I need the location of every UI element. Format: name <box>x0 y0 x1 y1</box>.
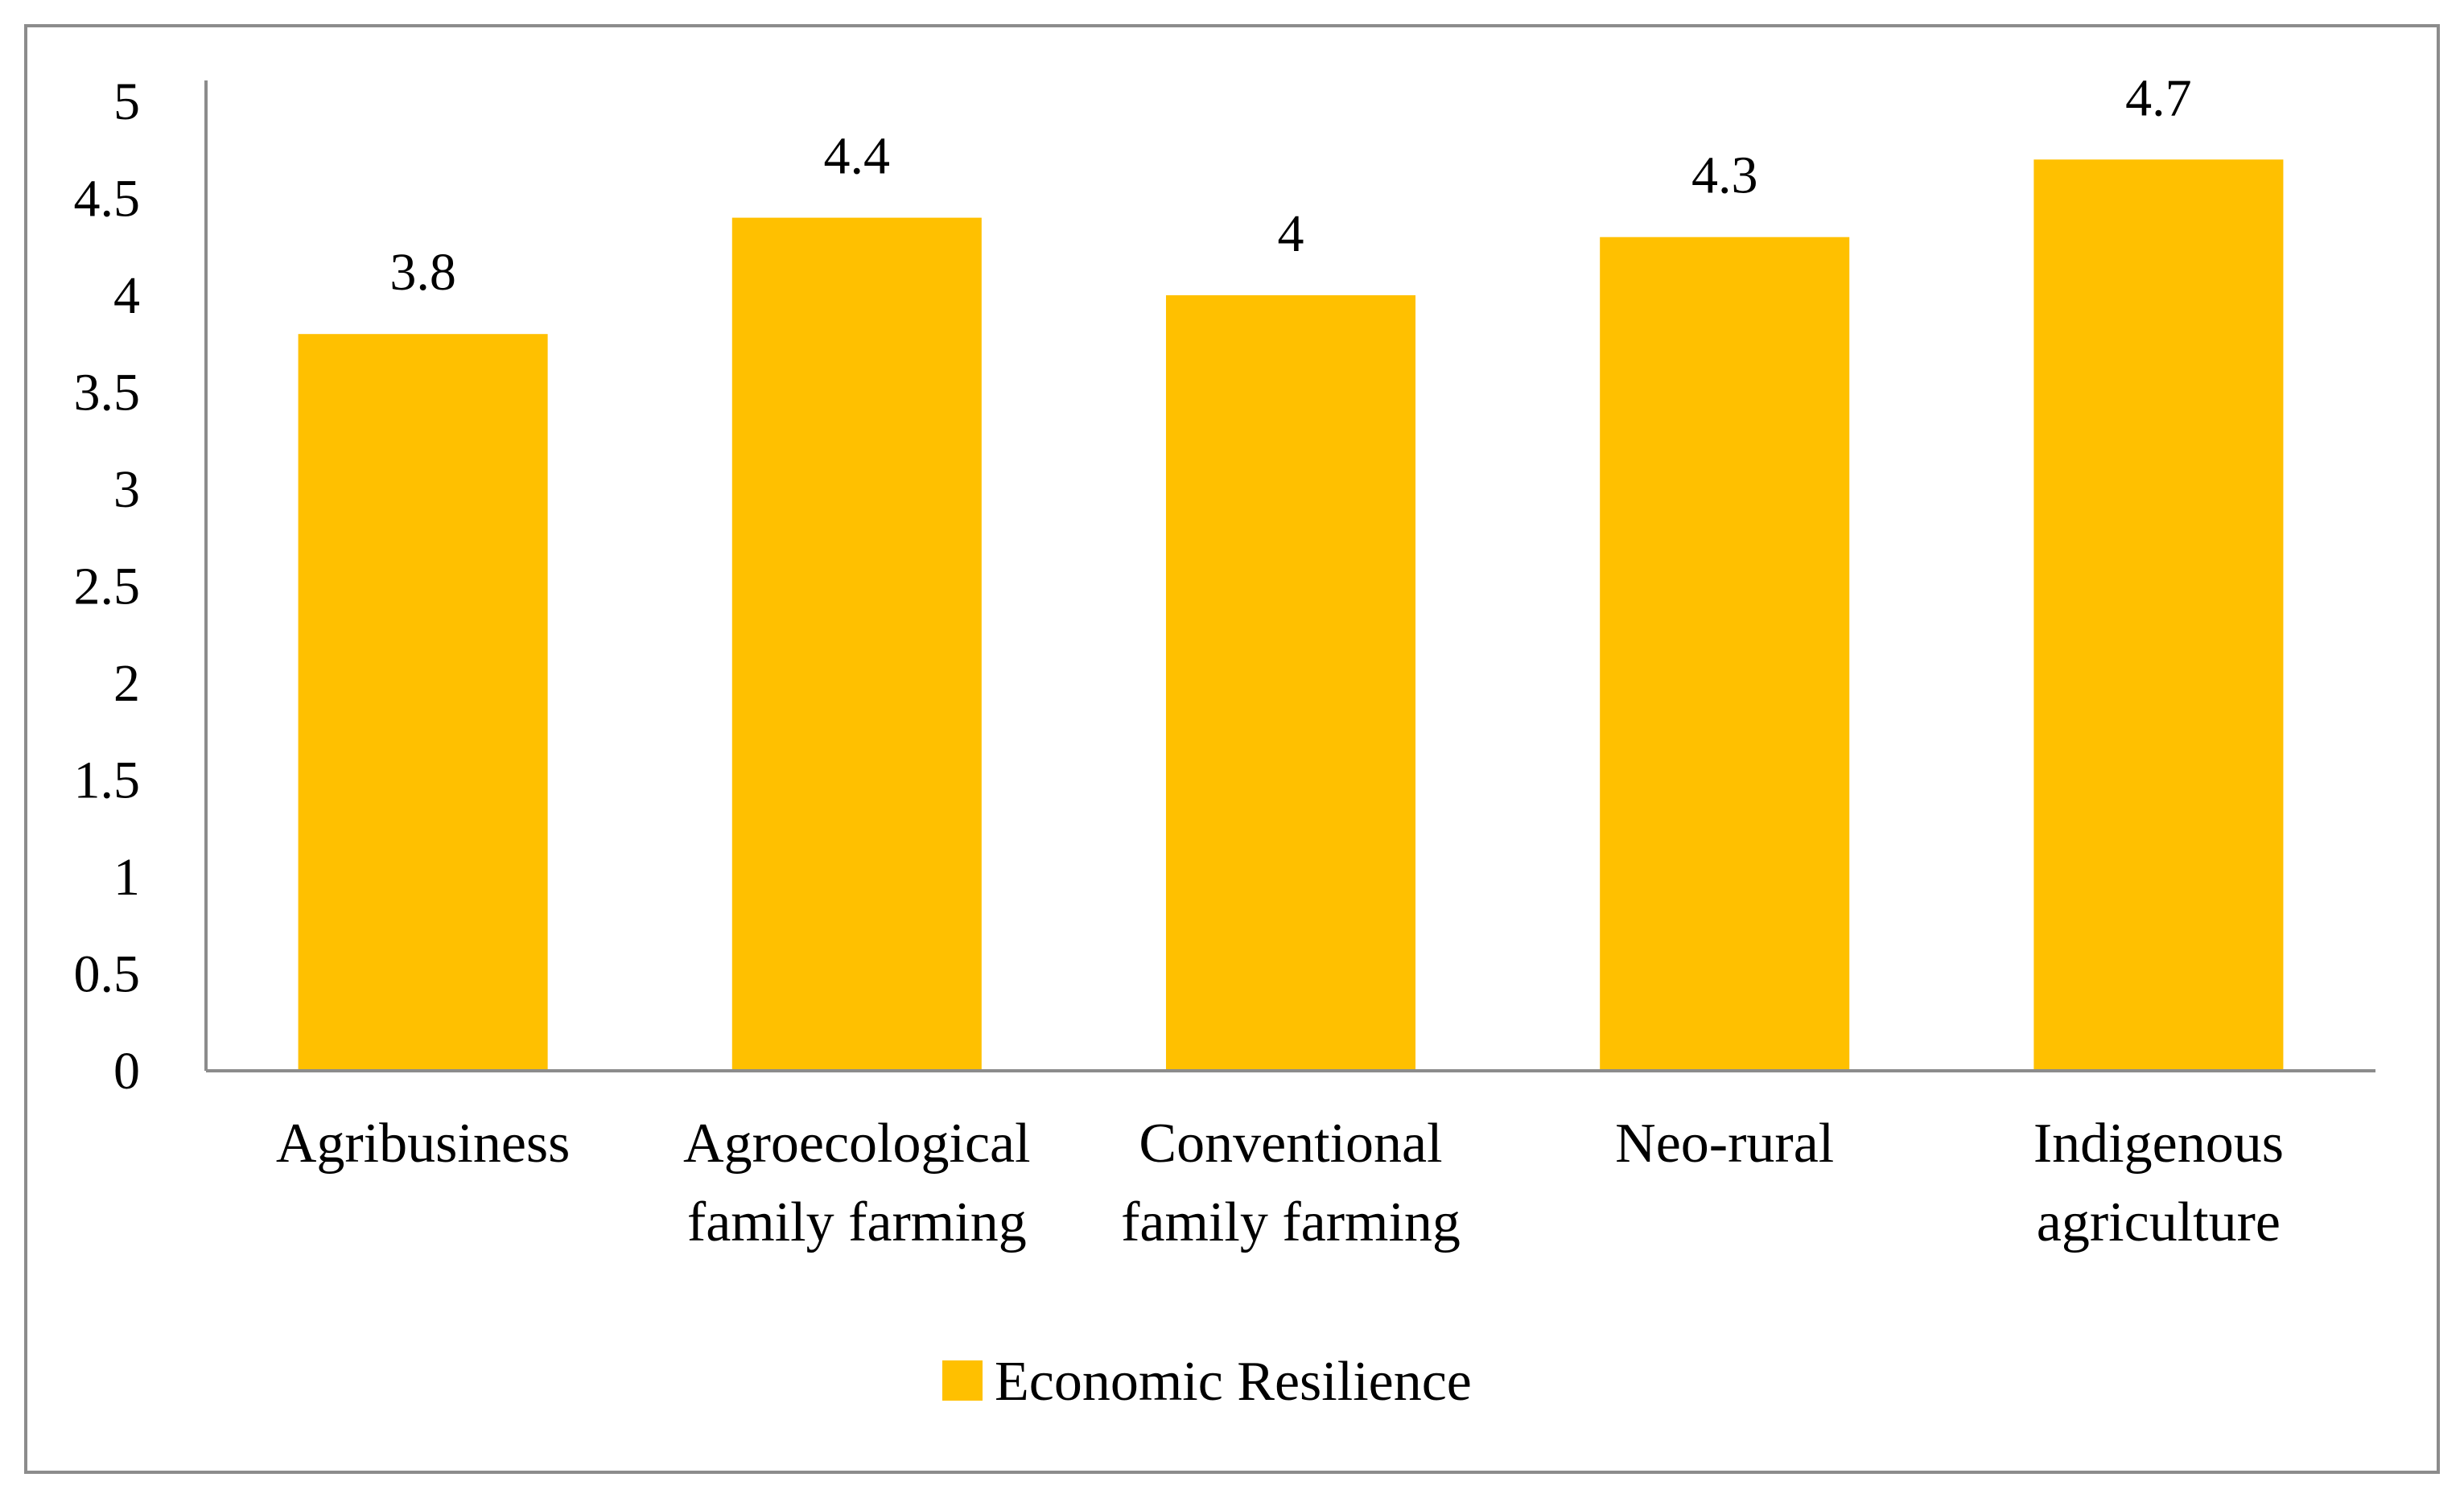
x-tick-label: Neo-rural <box>1615 1113 1834 1175</box>
x-tick-label-line: Neo-rural <box>1615 1113 1834 1175</box>
x-tick-label: Conventional family farming <box>1121 1113 1461 1253</box>
bar <box>298 334 548 1071</box>
bar <box>2033 159 2284 1071</box>
x-tick-label: Agribusiness <box>276 1113 571 1175</box>
x-tick-label-line: Agribusiness <box>276 1113 571 1175</box>
data-label: 4.4 <box>824 127 891 186</box>
x-tick-label-line: family farming <box>1121 1191 1461 1253</box>
y-axis: 0 0.5 1 1.5 2 2.5 3 3.5 4 4.5 5 <box>74 72 208 1101</box>
data-label: 4.7 <box>2125 68 2192 127</box>
y-tick-label: 5 <box>113 72 140 131</box>
y-tick-label: 3.5 <box>74 364 141 422</box>
x-tick-label-line: agriculture <box>2037 1191 2281 1253</box>
y-tick-label: 3 <box>113 460 140 519</box>
bar <box>731 217 982 1072</box>
bar <box>1165 295 1416 1071</box>
y-tick-label: 4.5 <box>74 170 141 228</box>
bar-chart: 0 0.5 1 1.5 2 2.5 3 3.5 4 4.5 5 3.8 4.4 4 4.3 4.7 Agri… <box>74 68 2375 1413</box>
data-label: 4.3 <box>1691 146 1758 205</box>
x-axis: Agribusiness Agroecological family farming… <box>206 1069 2375 1253</box>
y-tick-label: 1.5 <box>74 751 141 810</box>
bars: 3.8 4.4 4 4.3 4.7 <box>298 68 2284 1072</box>
legend: Economic Resilience <box>942 1351 1472 1413</box>
data-label: 4 <box>1278 204 1304 263</box>
y-tick-label: 2.5 <box>74 558 141 616</box>
x-tick-label-line: Agroecological <box>683 1113 1030 1175</box>
x-tick-label-line: family farming <box>687 1191 1027 1253</box>
y-tick-label: 0 <box>113 1042 140 1101</box>
bar <box>1600 237 1850 1072</box>
chart-frame: 0 0.5 1 1.5 2 2.5 3 3.5 4 4.5 5 3.8 4.4 4 4.3 4.7 Agri… <box>24 24 2440 1474</box>
x-tick-label-line: Conventional <box>1139 1113 1442 1175</box>
y-tick-label: 2 <box>113 654 140 713</box>
data-label: 3.8 <box>389 243 456 302</box>
legend-label: Economic Resilience <box>995 1351 1472 1413</box>
x-tick-label: Agroecological family farming <box>683 1113 1030 1253</box>
x-tick-label: Indigenous agriculture <box>2033 1113 2284 1253</box>
y-tick-label: 0.5 <box>74 945 141 1004</box>
legend-swatch <box>942 1360 983 1401</box>
y-tick-label: 1 <box>113 848 140 907</box>
y-tick-label: 4 <box>113 266 140 325</box>
x-tick-label-line: Indigenous <box>2033 1113 2284 1175</box>
